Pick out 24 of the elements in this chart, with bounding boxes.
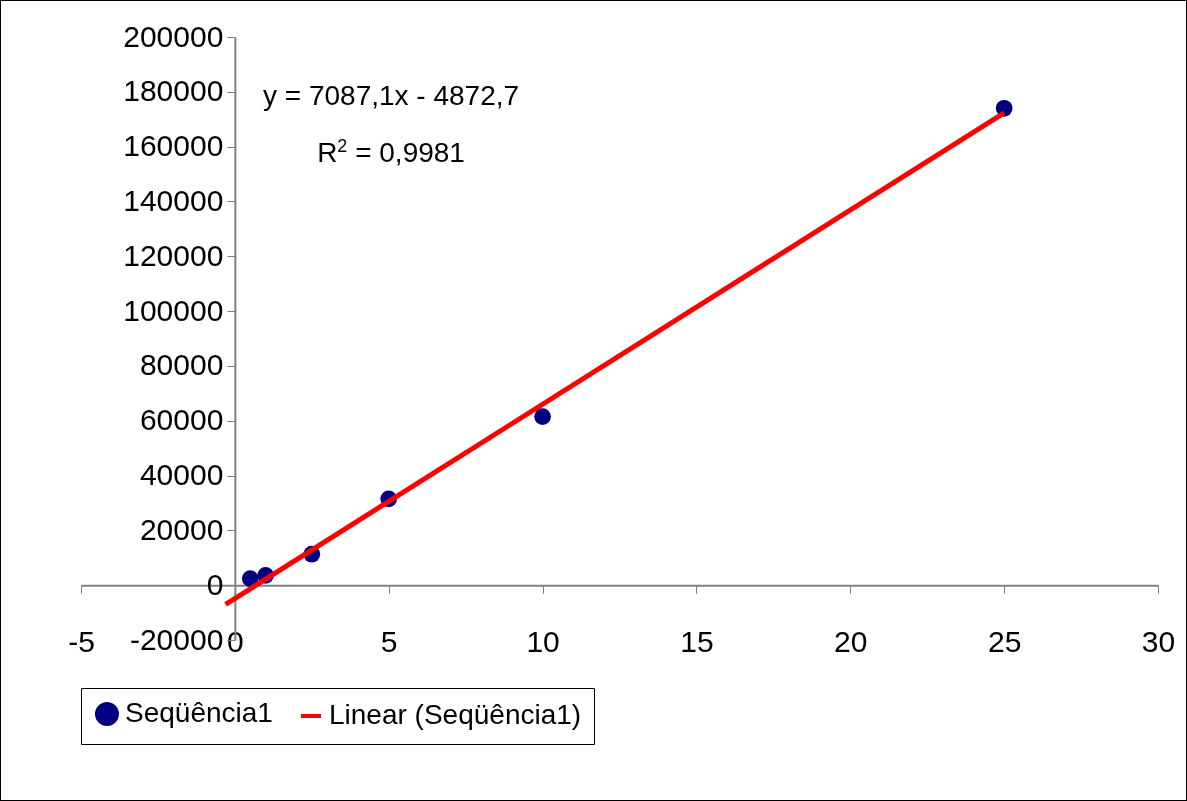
y-tick-label: 60000 [139, 403, 224, 437]
legend-label: Seqüência1 [125, 697, 273, 728]
legend-label: Linear (Seqüência1) [329, 699, 582, 730]
y-tick-label: 200000 [123, 19, 224, 53]
x-tick-label: 10 [526, 624, 560, 658]
x-tick-label: 15 [680, 624, 714, 658]
y-tick-label: 80000 [139, 348, 224, 382]
x-tick-label: 5 [380, 624, 398, 658]
y-tick-label: -20000 [129, 622, 224, 656]
annotation: R$^{2}$ = 0,9981 [316, 135, 466, 171]
point [534, 408, 551, 425]
y-tick-label: 100000 [123, 293, 224, 327]
y-tick-label: 0 [206, 567, 224, 601]
x-tick-label: 20 [834, 624, 868, 658]
x-tick-label: 25 [987, 624, 1022, 658]
y-tick-label: 40000 [139, 458, 224, 492]
y-tick-label: 160000 [123, 129, 224, 163]
annotation: y = 7087,1x - 4872,7 [263, 79, 520, 113]
y-tick-label: 20000 [139, 512, 224, 546]
x-tick-label: -5 [68, 624, 95, 658]
x-tick-label: 30 [1141, 624, 1176, 658]
y-tick-label: 140000 [123, 183, 224, 217]
y-tick-label: 120000 [123, 238, 224, 272]
y-tick-label: 180000 [123, 74, 224, 108]
